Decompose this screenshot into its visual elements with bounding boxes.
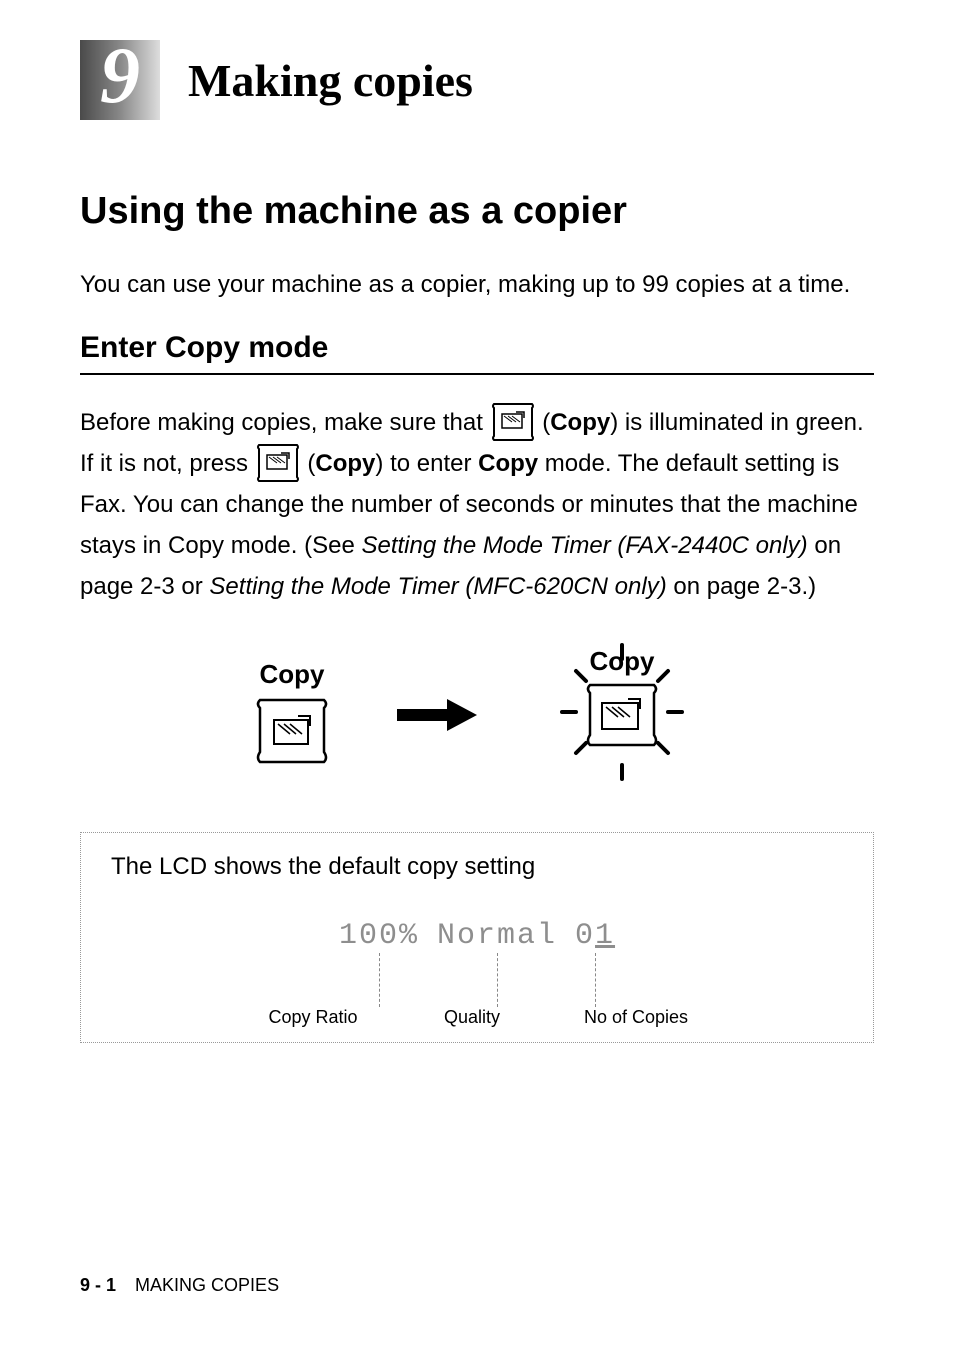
lcd-display: 100% Normal 01 [111,919,843,953]
page-footer: 9 - 1 MAKING COPIES [80,1275,279,1296]
copy-button-unlit: Copy [252,659,332,771]
footer-page-number: 9 - 1 [80,1275,116,1295]
subsection-body: Before making copies, make sure that (Co… [80,403,874,607]
lcd-copies-cursor: 1 [595,919,615,953]
footer-running-head: MAKING COPIES [135,1275,279,1295]
lcd-ratio: 100% [339,919,419,953]
copy-diagram-label: Copy [252,659,332,690]
section-title: Using the machine as a copier [80,190,874,233]
text-segment: on page 2-3.) [667,573,816,600]
leader-line [497,953,498,1007]
lcd-label-copies: No of Copies [566,1007,706,1028]
lcd-note-box: The LCD shows the default copy setting 1… [80,832,874,1043]
text-segment: Before making copies, make sure that [80,409,490,436]
arrow-right-icon [392,695,482,735]
text-segment: ) is illuminated [610,409,770,436]
lcd-quality: Normal [437,919,557,953]
subsection-title: Enter Copy mode [80,331,874,365]
chapter-number-badge: 9 [80,40,160,120]
lcd-copies: 01 [575,919,615,953]
copy-label-bold: Copy [550,409,610,436]
section-intro: You can use your machine as a copier, ma… [80,269,874,301]
leader-line [379,953,380,1007]
copy-button-lit: Copy [542,637,702,792]
lcd-label-ratio: Copy Ratio [248,1007,378,1028]
chapter-number: 9 [100,36,140,116]
copy-button-lit-graphic: Copy [542,637,702,787]
copy-button-icon [490,402,536,442]
chapter-title: Making copies [188,54,473,107]
svg-text:Copy: Copy [590,646,656,676]
lcd-copies-prefix: 0 [575,919,595,953]
lcd-labels-row: Copy Ratio Quality No of Copies [111,1007,843,1028]
cross-reference: Setting the Mode Timer (MFC-620CN only) [209,573,666,600]
copy-button-icon [255,443,301,483]
copy-button-graphic [252,696,332,766]
chapter-header: 9 Making copies [80,40,874,120]
cross-reference: Setting the Mode Timer (FAX-2440C only) [361,532,807,559]
copy-label-bold: Copy [315,450,375,477]
copy-mode-diagram: Copy [80,637,874,792]
lcd-label-quality: Quality [412,1007,532,1028]
leader-line [595,953,596,1007]
copy-label-bold: Copy [478,450,538,477]
lcd-ratio-value: 100% [339,919,419,953]
lcd-quality-value: Normal [437,919,557,953]
lcd-box-title: The LCD shows the default copy setting [111,853,843,881]
subsection-rule [80,373,874,375]
text-segment: ) to enter [375,450,478,477]
